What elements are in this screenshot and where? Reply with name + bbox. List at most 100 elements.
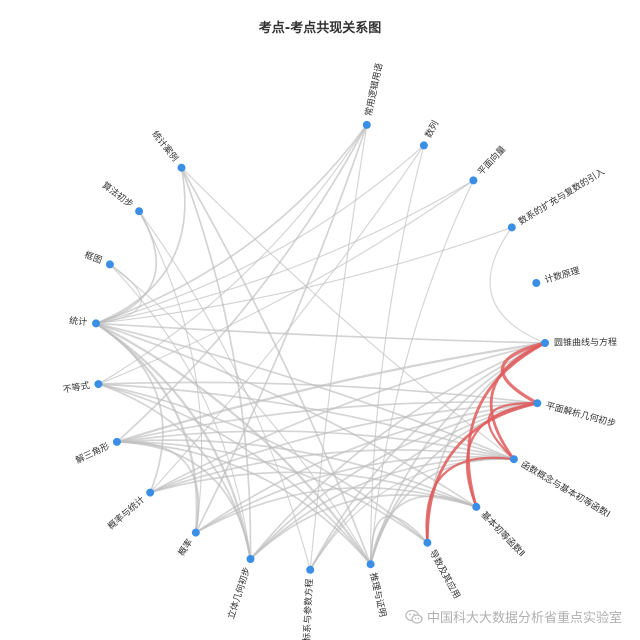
chord-link (194, 402, 539, 534)
node[interactable]: 圆锥曲线与方程 (541, 336, 617, 349)
chord-link (97, 124, 368, 385)
node-dot[interactable] (177, 163, 186, 172)
chord-link (95, 322, 164, 494)
chord-link (95, 226, 513, 324)
node-dot[interactable] (509, 455, 518, 464)
node-label: 数列 (422, 118, 441, 140)
chord-link (95, 124, 368, 325)
node-label: 解三角形 (73, 440, 111, 466)
chord-link (116, 441, 372, 566)
chord-link (180, 166, 252, 560)
node-label: 导数及其应用 (427, 547, 463, 600)
node-dot[interactable] (94, 380, 103, 389)
chart-title: 考点-考点共现关系图 (259, 20, 381, 36)
node-dot[interactable] (146, 488, 155, 497)
chord-link (109, 263, 252, 560)
node-label: 统计 (69, 314, 88, 328)
node[interactable]: 数系的扩充与复数的引入 (507, 165, 607, 232)
node-dot[interactable] (541, 339, 549, 347)
chord-link (487, 402, 539, 461)
node-dot[interactable] (92, 319, 100, 328)
node-dot[interactable] (469, 176, 478, 185)
chord-link (97, 383, 372, 566)
node[interactable]: 概率与统计 (105, 488, 155, 533)
node-label: 推理与证明 (367, 572, 389, 619)
node[interactable]: 不等式 (62, 379, 103, 396)
chord-link (425, 401, 539, 545)
node[interactable]: 立体几何初步 (225, 555, 255, 621)
chord-link (249, 402, 539, 560)
node[interactable]: 框图 (83, 249, 114, 269)
chord-link (95, 179, 474, 324)
chord-link (309, 124, 368, 571)
node[interactable]: 平面解析几何初步 (533, 399, 617, 430)
chord-link (97, 383, 252, 560)
chord-link (194, 124, 368, 534)
node[interactable]: 统计案例 (149, 128, 186, 172)
chord-link (95, 322, 478, 508)
node[interactable]: 常用逻辑用语 (362, 62, 385, 129)
chord-link (95, 166, 186, 325)
node-dot[interactable] (105, 260, 114, 269)
chord-link (249, 342, 546, 560)
node-dot[interactable] (532, 279, 541, 287)
node-label: 基本初等函数Ⅱ (479, 509, 528, 559)
chord-link (425, 456, 516, 544)
node-dot[interactable] (419, 141, 428, 150)
node-dot[interactable] (112, 437, 121, 446)
node-label: 概率与统计 (105, 494, 147, 533)
chord-link (370, 144, 425, 565)
node[interactable]: 推理与证明 (366, 560, 389, 619)
node-dot[interactable] (306, 565, 315, 574)
chord-link (467, 341, 547, 509)
chord-link (109, 263, 372, 565)
node-label: 不等式 (62, 379, 91, 396)
node-dot[interactable] (362, 120, 371, 129)
node[interactable]: 算法初步 (100, 179, 144, 216)
node-label: 平面向量 (475, 143, 508, 178)
node[interactable]: 计数原理 (532, 264, 581, 287)
node[interactable]: 统计 (69, 314, 100, 328)
node-dot[interactable] (135, 207, 144, 216)
chord-link (97, 179, 474, 385)
node-dot[interactable] (533, 399, 542, 408)
chord-link (116, 124, 368, 443)
chord-link (95, 322, 546, 344)
node-label: 统计案例 (149, 128, 181, 164)
node-label: 坐标系与参数方程 (300, 579, 315, 640)
node[interactable]: 函数概念与基本初等函数Ⅰ (509, 455, 613, 520)
links-layer (94, 124, 547, 571)
node-dot[interactable] (507, 223, 516, 232)
chord-link (116, 440, 200, 534)
node-dot[interactable] (191, 528, 200, 537)
node[interactable]: 基本初等函数Ⅱ (472, 502, 528, 559)
chord-link (369, 458, 515, 566)
node[interactable]: 导数及其应用 (423, 538, 463, 601)
node-dot[interactable] (246, 555, 255, 563)
node-dot[interactable] (366, 560, 375, 569)
node-label: 框图 (83, 249, 104, 267)
node[interactable]: 数列 (419, 118, 441, 150)
node-dot[interactable] (423, 538, 432, 547)
node[interactable]: 平面向量 (469, 143, 508, 185)
chord-link (180, 166, 372, 566)
chord-link (489, 226, 546, 344)
chord-link (95, 144, 425, 324)
chord-link (180, 167, 515, 460)
chord-link (249, 494, 478, 560)
chord-link (138, 210, 203, 534)
chord-link (369, 342, 546, 566)
chord-link (500, 341, 547, 405)
node-label: 算法初步 (100, 179, 136, 210)
node-dot[interactable] (472, 502, 481, 511)
node-label: 计数原理 (543, 264, 581, 285)
chord-link (149, 402, 539, 494)
node[interactable]: 解三角形 (73, 437, 121, 466)
chord-link (149, 449, 515, 494)
node[interactable]: 坐标系与参数方程 (300, 565, 315, 640)
watermark-text: 中国科大大数据分析省重点实验室 (426, 611, 622, 626)
node[interactable]: 概率 (175, 528, 200, 559)
chord-link (370, 179, 474, 565)
